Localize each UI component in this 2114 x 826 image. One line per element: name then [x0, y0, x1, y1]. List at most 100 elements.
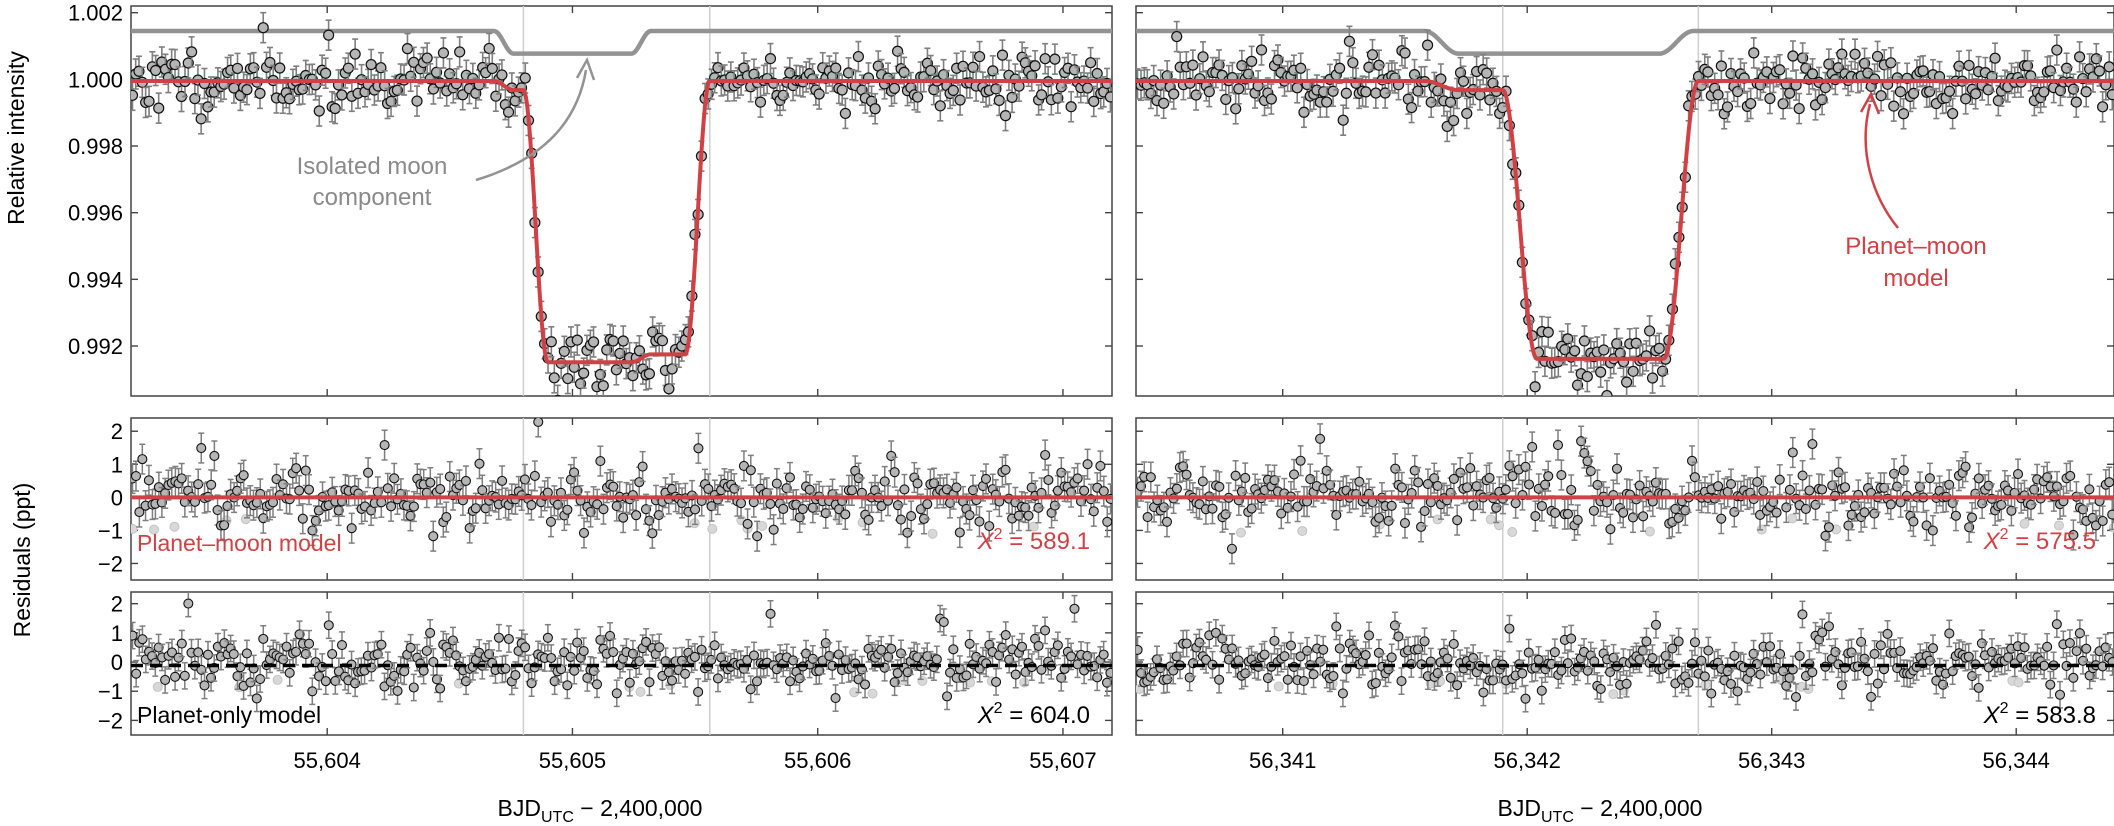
marker — [571, 334, 583, 346]
marker — [1023, 510, 1034, 521]
residual-point — [967, 474, 979, 506]
marker — [1331, 509, 1342, 521]
marker — [804, 484, 815, 495]
marker — [1181, 469, 1192, 480]
data-point — [1246, 45, 1258, 78]
marker — [925, 64, 937, 77]
marker — [666, 363, 678, 375]
data-point — [852, 40, 864, 73]
annotation-line-2: component — [313, 184, 432, 211]
marker — [1220, 93, 1232, 105]
data-point — [411, 85, 423, 117]
residual-point — [386, 490, 397, 522]
marker — [941, 484, 952, 495]
y-tick-label: 1.002 — [68, 1, 123, 26]
marker — [562, 372, 574, 385]
marker — [840, 509, 851, 520]
marker — [1721, 101, 1734, 113]
marker — [647, 528, 658, 539]
marker — [1888, 100, 1900, 112]
residual-point — [578, 517, 590, 549]
data-point — [1088, 85, 1100, 118]
marker — [895, 514, 906, 525]
marker — [771, 478, 782, 489]
marker — [342, 62, 354, 74]
residual-point — [778, 493, 789, 525]
residual-point — [526, 489, 537, 521]
marker — [768, 524, 779, 535]
data-point — [313, 95, 325, 127]
marker — [781, 483, 792, 494]
marker — [1158, 97, 1170, 109]
marker — [219, 520, 230, 531]
data-point — [1748, 37, 1760, 69]
marker — [2103, 61, 2114, 73]
residual-point — [278, 468, 289, 500]
data-point — [1049, 43, 1061, 75]
marker — [1601, 389, 1613, 396]
residual-point — [1226, 533, 1238, 565]
marker — [1337, 114, 1349, 126]
residual-point — [238, 459, 249, 491]
marker — [329, 102, 341, 115]
marker — [1360, 86, 1372, 98]
residual-point — [1000, 454, 1011, 486]
chi-exponent: 2 — [994, 526, 1003, 543]
data-point — [996, 39, 1009, 71]
residual-point — [906, 500, 917, 532]
marker — [1784, 87, 1796, 99]
residual-point — [1302, 485, 1313, 518]
marker — [974, 516, 985, 527]
marker — [320, 67, 332, 79]
chi-square-middle-left: X2 = 589.1 — [977, 526, 1090, 555]
marker — [1366, 49, 1379, 61]
marker — [1581, 370, 1593, 383]
marker — [2080, 86, 2092, 98]
annotation-arrowhead-red — [1859, 91, 1881, 115]
marker — [752, 531, 763, 542]
marker — [1240, 472, 1251, 484]
marker — [912, 478, 923, 489]
data-point — [323, 19, 335, 51]
annotation-red-line-2: model — [1883, 265, 1948, 292]
data-point — [336, 79, 348, 111]
model-curve — [131, 79, 1112, 365]
data-point — [663, 373, 675, 396]
faint-point — [1787, 513, 1798, 524]
residual-point — [1240, 462, 1251, 494]
marker — [336, 89, 348, 101]
data-point — [143, 85, 155, 118]
marker — [470, 503, 481, 514]
data-point — [1917, 55, 1929, 87]
marker — [889, 467, 900, 478]
marker — [745, 465, 756, 476]
data-point — [1646, 362, 1659, 394]
marker — [131, 89, 139, 101]
residual-point — [1295, 445, 1306, 477]
marker — [209, 450, 220, 461]
panel-middle-right: X2 = 575.5 — [1135, 417, 2114, 581]
residual-point — [206, 469, 217, 501]
data-point — [1947, 97, 1959, 130]
residual-point — [137, 443, 148, 475]
data-point — [1474, 79, 1486, 111]
marker — [1748, 47, 1760, 59]
marker — [1774, 64, 1786, 76]
marker — [595, 456, 606, 467]
marker — [1104, 91, 1112, 103]
residual-point — [533, 418, 544, 438]
marker — [271, 474, 282, 485]
residual-point — [631, 499, 642, 531]
marker — [1970, 88, 1982, 100]
residual-point — [784, 461, 795, 494]
marker — [1295, 62, 1307, 74]
data-point — [1333, 52, 1346, 85]
residual-point — [474, 448, 485, 480]
data-point — [990, 73, 1002, 105]
residual-point — [742, 508, 753, 540]
marker — [1236, 60, 1248, 72]
marker — [474, 458, 485, 469]
data-point — [401, 32, 414, 65]
annotation-arrow-red — [1864, 103, 1899, 229]
marker — [1049, 53, 1061, 65]
